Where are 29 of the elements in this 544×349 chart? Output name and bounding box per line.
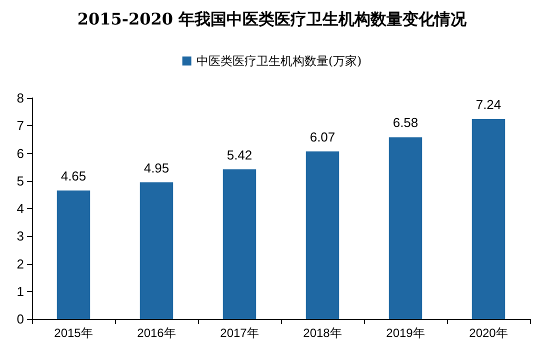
bar	[56, 190, 90, 319]
y-tick-label: 5	[16, 173, 24, 188]
x-tick-label: 2015年	[54, 326, 93, 340]
data-label: 4.95	[144, 160, 170, 176]
y-tick-label: 4	[16, 201, 24, 216]
y-tick-label: 8	[16, 90, 24, 106]
x-tick-label: 2016年	[137, 326, 176, 340]
data-label: 6.58	[392, 115, 418, 130]
x-tick-label: 2020年	[469, 326, 508, 340]
y-tick-label: 7	[16, 118, 24, 134]
chart-title: 2015-2020 年我国中医类医疗卫生机构数量变化情况	[77, 10, 468, 28]
bar	[388, 137, 422, 319]
bar	[472, 118, 506, 319]
x-tick-label: 2018年	[303, 326, 342, 340]
y-tick-label: 1	[16, 284, 24, 299]
data-label: 6.07	[310, 129, 336, 144]
data-label: 5.42	[226, 147, 252, 162]
bar	[222, 169, 256, 319]
y-tick-label: 6	[16, 146, 24, 161]
y-tick-label: 2	[16, 256, 24, 272]
x-tick-label: 2019年	[386, 326, 425, 340]
legend-label: 中医类医疗卫生机构数量(万家)	[196, 54, 362, 68]
y-tick-label: 3	[16, 228, 24, 244]
x-tick-label: 2017年	[220, 326, 259, 340]
y-tick-label: 0	[16, 312, 24, 326]
data-label: 7.24	[476, 96, 502, 112]
bar	[306, 151, 340, 319]
bar	[140, 182, 174, 319]
data-label: 4.65	[60, 168, 86, 184]
